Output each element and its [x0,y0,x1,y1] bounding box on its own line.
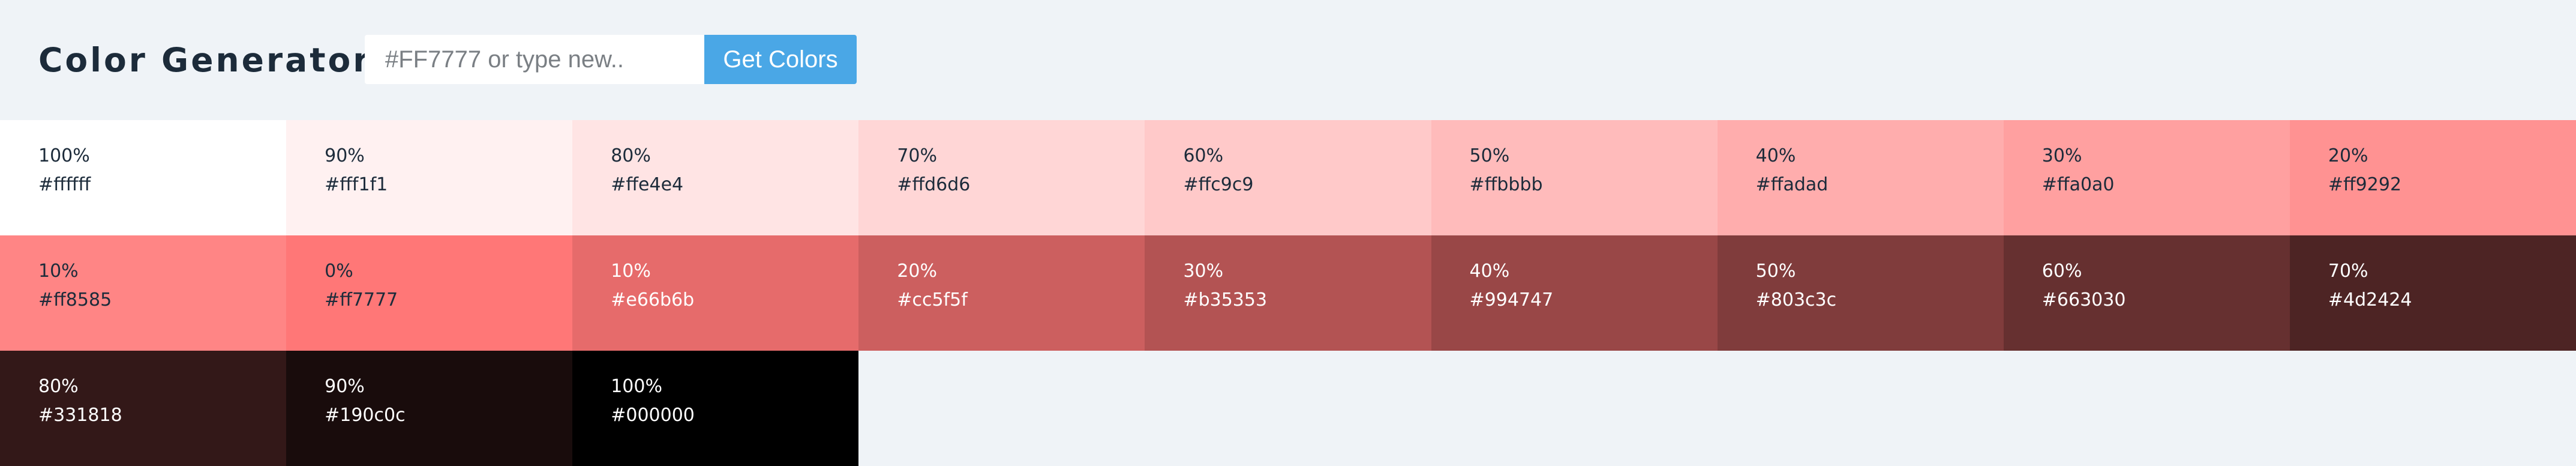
swatch-percent: 60% [1183,145,1224,166]
color-swatch[interactable]: 30% #b35353 [1145,235,1431,351]
swatch-hex: #803c3c [1755,289,1837,310]
swatch-percent: 100% [611,376,662,397]
swatch-percent: 90% [325,376,365,397]
color-swatch[interactable]: 70% #ffd6d6 [858,120,1145,235]
swatch-hex: #190c0c [325,405,406,426]
header: Color Generator Get Colors [0,0,2576,120]
swatch-percent: 50% [1755,261,1796,282]
swatch-percent: 20% [897,261,938,282]
swatch-hex: #fff1f1 [325,174,388,195]
swatch-grid: 100% #ffffff 90% #fff1f1 80% #ffe4e4 70% #ffd6d… [0,120,2576,466]
swatch-percent: 100% [38,145,90,166]
swatch-hex: #ffadad [1755,174,1829,195]
swatch-hex: #e66b6b [611,289,695,310]
swatch-percent: 90% [325,145,365,166]
swatch-percent: 10% [611,261,651,282]
color-swatch[interactable]: 80% #ffe4e4 [572,120,859,235]
color-swatch[interactable]: 20% #cc5f5f [858,235,1145,351]
color-swatch[interactable]: 10% #e66b6b [572,235,859,351]
swatch-percent: 30% [1183,261,1224,282]
swatch-hex: #cc5f5f [897,289,968,310]
swatch-percent: 40% [1755,145,1796,166]
color-swatch[interactable]: 60% #663030 [2003,235,2290,351]
swatch-hex: #663030 [2041,289,2126,310]
swatch-hex: #331818 [38,405,122,426]
color-swatch[interactable]: 90% #190c0c [286,351,573,466]
color-swatch[interactable]: 100% #000000 [572,351,859,466]
swatch-hex: #ff9292 [2328,174,2402,195]
swatch-percent: 30% [2041,145,2082,166]
swatch-hex: #ff7777 [325,289,398,310]
swatch-hex: #ffe4e4 [611,174,684,195]
swatch-hex: #4d2424 [2328,289,2412,310]
swatch-percent: 0% [325,261,353,282]
swatch-hex: #ffd6d6 [897,174,971,195]
color-swatch[interactable]: 50% #ffbbbb [1431,120,1718,235]
color-swatch[interactable]: 90% #fff1f1 [286,120,573,235]
swatch-hex: #b35353 [1183,289,1268,310]
color-input[interactable] [365,35,704,84]
swatch-percent: 70% [897,145,938,166]
color-swatch[interactable]: 10% #ff8585 [0,235,287,351]
swatch-hex: #ffa0a0 [2041,174,2115,195]
swatch-percent: 20% [2328,145,2368,166]
color-swatch[interactable]: 40% #994747 [1431,235,1718,351]
color-swatch[interactable]: 40% #ffadad [1717,120,2004,235]
swatch-hex: #994747 [1469,289,1554,310]
color-swatch[interactable]: 100% #ffffff [0,120,287,235]
page-title: Color Generator [38,41,372,79]
color-swatch[interactable]: 50% #803c3c [1717,235,2004,351]
color-swatch[interactable]: 30% #ffa0a0 [2003,120,2290,235]
swatch-percent: 50% [1469,145,1510,166]
swatch-hex: #ffbbbb [1469,174,1543,195]
swatch-percent: 70% [2328,261,2368,282]
color-swatch[interactable]: 0% #ff7777 [286,235,573,351]
swatch-percent: 80% [38,376,79,397]
swatch-hex: #000000 [611,405,695,426]
swatch-hex: #ffffff [38,174,91,195]
swatch-percent: 60% [2041,261,2082,282]
color-swatch[interactable]: 80% #331818 [0,351,287,466]
swatch-hex: #ff8585 [38,289,112,310]
swatch-percent: 80% [611,145,651,166]
color-swatch[interactable]: 20% #ff9292 [2289,120,2576,235]
swatch-percent: 10% [38,261,79,282]
color-swatch[interactable]: 70% #4d2424 [2289,235,2576,351]
color-swatch[interactable]: 60% #ffc9c9 [1145,120,1431,235]
swatch-percent: 40% [1469,261,1510,282]
get-colors-button[interactable]: Get Colors [704,35,857,84]
swatch-hex: #ffc9c9 [1183,174,1254,195]
